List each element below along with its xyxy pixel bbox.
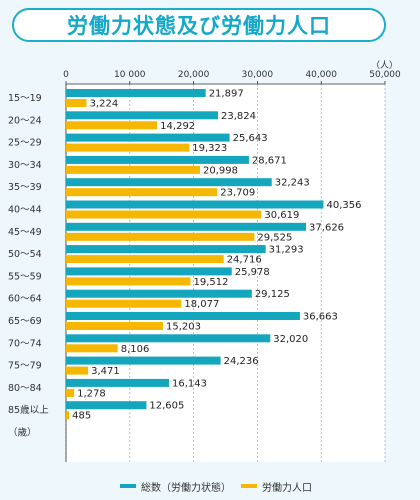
category-label: 75～79 <box>8 361 42 372</box>
category-label: 60～64 <box>8 294 42 305</box>
legend-swatch-total <box>120 484 136 488</box>
category-label: （歳） <box>8 427 37 439</box>
bar-labor-force <box>66 344 118 353</box>
data-label-total: 12,605 <box>149 401 184 412</box>
bar-total <box>66 178 272 187</box>
data-label-labor-force: 19,512 <box>193 277 228 288</box>
bar-labor-force <box>66 165 200 174</box>
bar-total <box>66 89 206 97</box>
title-banner: 労働力状態及び労働力人口 <box>12 8 386 42</box>
data-label-total: 24,236 <box>224 356 259 367</box>
x-unit-label: （人） <box>371 60 398 71</box>
bar-labor-force <box>66 411 70 420</box>
data-label-total: 31,293 <box>269 245 304 256</box>
legend: 総数（労働力状態） 労働力人口 <box>120 478 312 494</box>
data-label-labor-force: 19,323 <box>192 143 227 154</box>
legend-label-labor: 労働力人口 <box>262 482 312 494</box>
data-label-total: 25,978 <box>235 267 270 278</box>
bar-total <box>66 312 300 320</box>
category-label: 85歳以上 <box>8 404 49 416</box>
data-label-labor-force: 30,619 <box>264 210 299 221</box>
category-label: 30～34 <box>8 160 42 171</box>
category-label: 65～69 <box>8 316 42 327</box>
data-label-labor-force: 18,077 <box>184 299 219 310</box>
x-tick-label: 0 <box>63 70 69 80</box>
data-label-labor-force: 20,998 <box>203 165 238 176</box>
data-label-labor-force: 24,716 <box>227 255 262 266</box>
data-label-total: 23,824 <box>221 111 256 122</box>
bar-labor-force <box>66 322 163 330</box>
data-label-labor-force: 29,525 <box>257 232 292 243</box>
bar-labor-force <box>66 143 190 152</box>
bar-total <box>66 401 147 410</box>
bar-total <box>66 334 271 343</box>
bar-labor-force <box>66 188 218 197</box>
legend-item-labor: 労働力人口 <box>241 479 312 494</box>
data-label-total: 28,671 <box>252 155 287 166</box>
data-label-labor-force: 3,224 <box>90 99 119 110</box>
data-label-labor-force: 3,471 <box>91 366 120 377</box>
data-label-labor-force: 8,106 <box>121 344 150 355</box>
category-label: 80～84 <box>8 383 42 394</box>
legend-swatch-labor <box>241 484 257 488</box>
category-label: 25～29 <box>8 138 42 149</box>
bar-total <box>66 200 324 209</box>
x-tick-label: 10 000 <box>114 70 146 80</box>
data-label-labor-force: 1,278 <box>77 388 106 399</box>
bar-total <box>66 133 230 142</box>
data-label-labor-force: 14,292 <box>160 121 195 132</box>
x-tick-label: 50,000 <box>369 70 401 80</box>
category-label: 40～44 <box>8 205 42 216</box>
bar-labor-force <box>66 121 158 130</box>
bar-labor-force <box>66 366 89 375</box>
legend-item-total: 総数（労働力状態） <box>120 479 231 494</box>
category-label: 15～19 <box>8 93 42 104</box>
bar-labor-force <box>66 255 224 264</box>
data-label-labor-force: 23,709 <box>220 188 255 199</box>
bar-labor-force <box>66 99 87 107</box>
bar-total <box>66 222 307 231</box>
category-label: 20～24 <box>8 115 42 126</box>
data-label-total: 29,125 <box>255 289 290 300</box>
x-tick-label: 20,000 <box>178 70 210 80</box>
data-label-total: 21,897 <box>209 89 244 100</box>
category-label: 35～39 <box>8 182 42 193</box>
data-label-labor-force: 15,203 <box>166 322 201 333</box>
data-label-total: 16,143 <box>172 378 207 389</box>
bar-total <box>66 289 252 298</box>
data-label-total: 32,243 <box>275 178 310 189</box>
bar-total <box>66 111 218 120</box>
bar-total <box>66 378 169 387</box>
chart-title: 労働力状態及び労働力人口 <box>67 14 331 38</box>
category-label: 70～74 <box>8 338 42 349</box>
data-label-total: 25,643 <box>233 133 268 144</box>
data-label-total: 37,626 <box>309 222 344 233</box>
legend-label-total: 総数（労働力状態） <box>141 482 231 494</box>
bar-total <box>66 356 221 365</box>
data-label-total: 36,663 <box>303 312 338 323</box>
bar-labor-force <box>66 299 182 308</box>
bar-labor-force <box>66 277 191 286</box>
x-tick-label: 30,000 <box>242 70 274 80</box>
bar-labor-force <box>66 232 255 241</box>
category-label: 45～49 <box>8 227 42 238</box>
data-label-labor-force: 485 <box>72 411 91 422</box>
bar-total <box>66 155 249 164</box>
data-label-total: 32,020 <box>273 334 308 345</box>
data-label-total: 40,356 <box>326 200 361 211</box>
bar-labor-force <box>66 388 75 397</box>
category-label: 55～59 <box>8 271 42 282</box>
x-tick-label: 40,000 <box>305 70 337 80</box>
bar-total <box>66 245 266 254</box>
bar-total <box>66 267 232 276</box>
category-label: 50～54 <box>8 249 42 260</box>
bar-labor-force <box>66 210 262 219</box>
